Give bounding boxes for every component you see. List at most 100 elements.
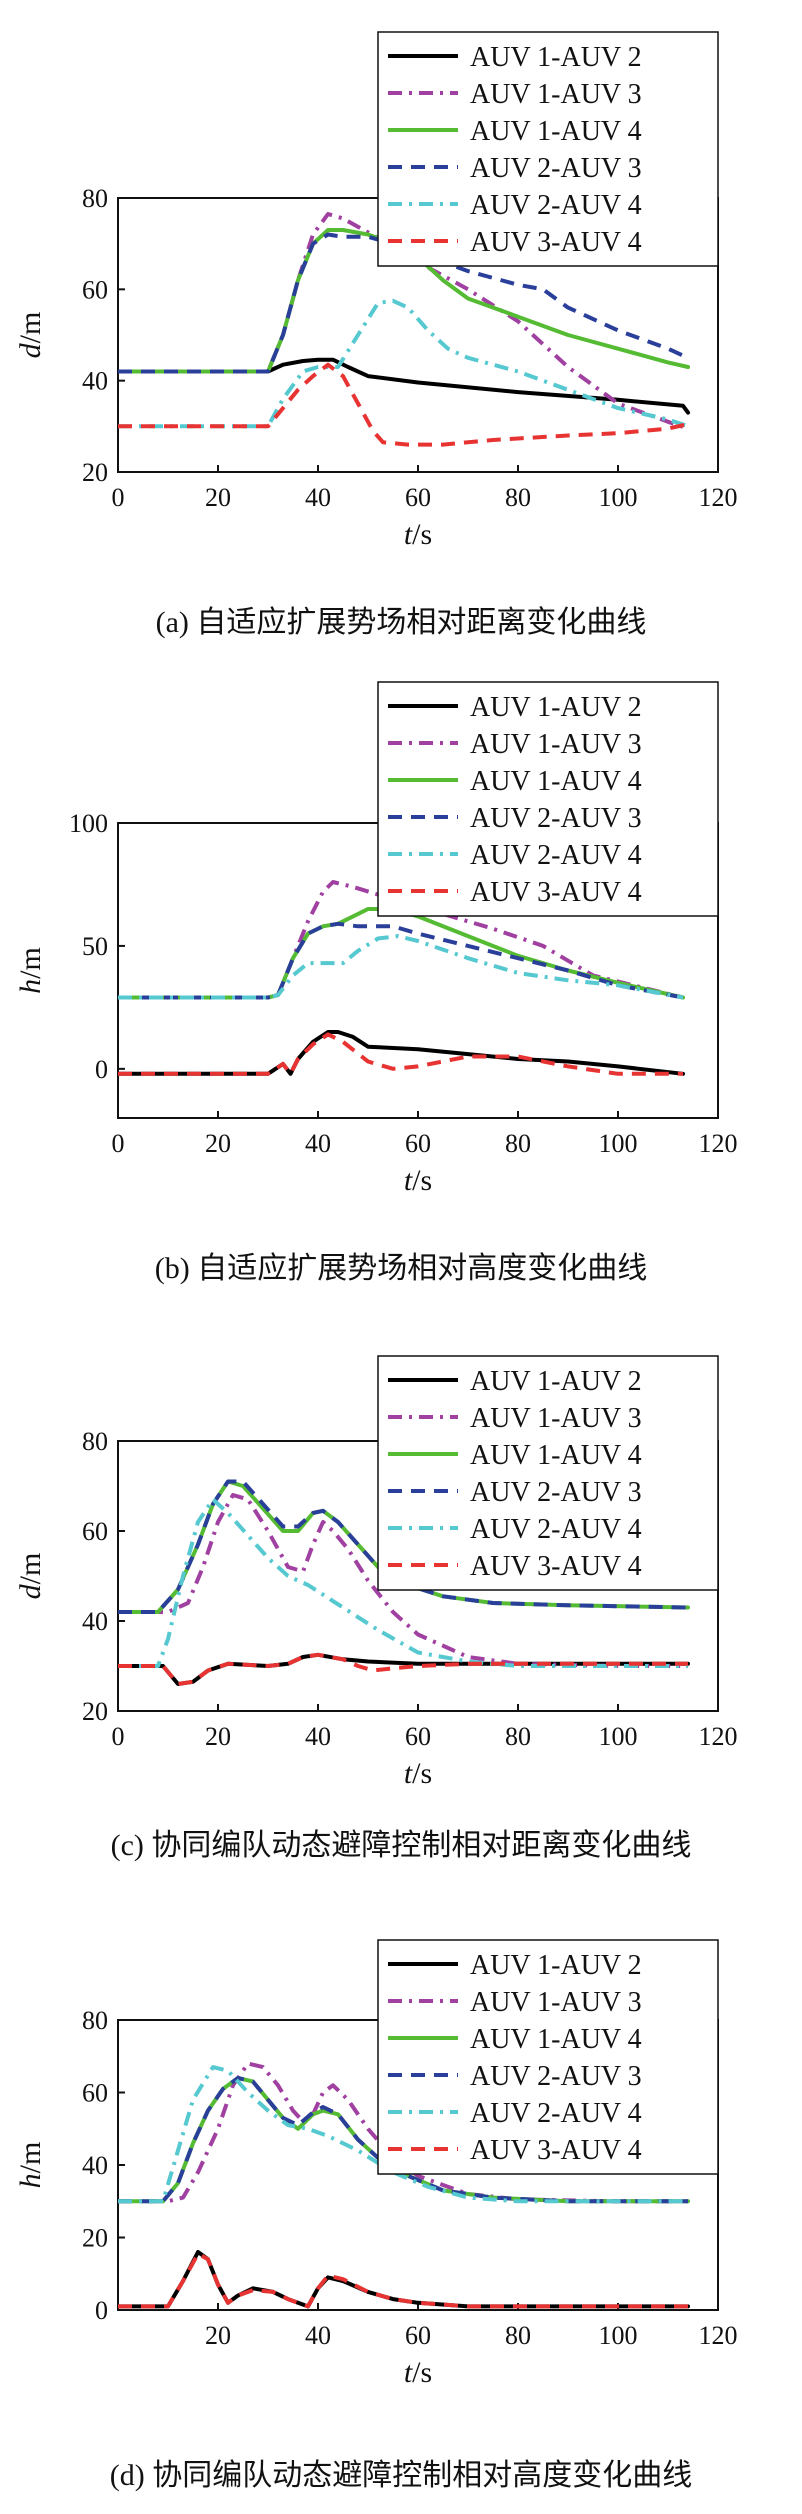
x-tick-label: 20 bbox=[205, 2321, 231, 2350]
series-line-1 bbox=[118, 1652, 690, 1686]
x-tick-label: 0 bbox=[112, 1722, 125, 1751]
legend-label: AUV 2-AUV 4 bbox=[470, 190, 642, 221]
x-tick-label: 20 bbox=[205, 483, 231, 512]
series-line-2 bbox=[118, 2061, 688, 2204]
y-tick-label: 40 bbox=[82, 2151, 108, 2180]
x-tick-label: 40 bbox=[305, 483, 331, 512]
legend: AUV 1-AUV 2 AUV 1-AUV 3 AUV 1-AUV 4 AUV 2-A… bbox=[377, 31, 719, 267]
legend-label: AUV 2-AUV 4 bbox=[470, 1514, 642, 1545]
series-line-4 bbox=[118, 921, 684, 1000]
series-line-6 bbox=[118, 362, 689, 447]
y-tick-label: 100 bbox=[69, 809, 108, 838]
x-tick-label: 100 bbox=[599, 483, 638, 512]
series-line-5 bbox=[118, 298, 689, 429]
legend-label: AUV 1-AUV 3 bbox=[470, 729, 642, 760]
x-axis-label: t/s bbox=[404, 1757, 432, 1790]
x-tick-label: 120 bbox=[699, 2321, 738, 2350]
legend-label: AUV 2-AUV 3 bbox=[470, 1477, 642, 1508]
y-axis-label: d/m bbox=[14, 1553, 47, 1600]
x-tick-label: 80 bbox=[505, 1722, 531, 1751]
y-tick-label: 20 bbox=[82, 458, 108, 487]
x-axis-label: t/s bbox=[404, 518, 432, 551]
x-tick-label: 20 bbox=[205, 1129, 231, 1158]
x-tick-label: 0 bbox=[112, 1129, 125, 1158]
y-tick-label: 80 bbox=[82, 2006, 108, 2035]
legend-label: AUV 3-AUV 4 bbox=[470, 1551, 642, 1582]
legend-label: AUV 1-AUV 2 bbox=[470, 692, 642, 723]
chart-panel-3: 20 40 60 80 100 120 0 20 40 60 80 t/s h/m AUV 1-AUV 2… bbox=[14, 1939, 738, 2492]
x-tick-label: 20 bbox=[205, 1722, 231, 1751]
legend-label: AUV 1-AUV 2 bbox=[470, 1366, 642, 1397]
series-line-6 bbox=[118, 1652, 688, 1686]
x-tick-label: 120 bbox=[699, 1129, 738, 1158]
series-line-5 bbox=[118, 934, 684, 1000]
y-tick-label: 60 bbox=[82, 2079, 108, 2108]
y-axis-label: d/m bbox=[14, 312, 47, 359]
y-tick-label: 80 bbox=[82, 184, 108, 213]
y-tick-label: 60 bbox=[82, 1517, 108, 1546]
x-axis-label: t/s bbox=[404, 2356, 432, 2389]
figure-caption: (a) 自适应扩展势场相对距离变化曲线 bbox=[156, 606, 647, 639]
y-tick-label: 60 bbox=[82, 275, 108, 304]
x-tick-label: 100 bbox=[599, 2321, 638, 2350]
series-line-6 bbox=[118, 1032, 683, 1076]
series-line-6 bbox=[118, 2251, 688, 2309]
legend-label: AUV 1-AUV 3 bbox=[470, 1403, 642, 1434]
x-tick-label: 40 bbox=[305, 2321, 331, 2350]
y-axis-label: h/m bbox=[14, 2142, 47, 2189]
legend-label: AUV 2-AUV 3 bbox=[470, 2061, 642, 2092]
x-tick-label: 80 bbox=[505, 483, 531, 512]
series-group bbox=[118, 1479, 690, 1686]
legend-label: AUV 1-AUV 4 bbox=[470, 1440, 642, 1471]
legend-label: AUV 2-AUV 4 bbox=[470, 2098, 642, 2129]
legend-frame bbox=[377, 31, 719, 267]
figure-caption: (b) 自适应扩展势场相对高度变化曲线 bbox=[155, 1252, 647, 1285]
y-tick-label: 20 bbox=[82, 1697, 108, 1726]
legend-label: AUV 1-AUV 2 bbox=[470, 1950, 642, 1981]
x-tick-label: 40 bbox=[305, 1722, 331, 1751]
y-axis-label: h/m bbox=[14, 947, 47, 994]
series-line-4 bbox=[118, 232, 690, 374]
legend-label: AUV 2-AUV 3 bbox=[470, 803, 642, 834]
legend-label: AUV 2-AUV 4 bbox=[470, 840, 642, 871]
x-tick-label: 0 bbox=[112, 483, 125, 512]
x-tick-label: 60 bbox=[405, 1722, 431, 1751]
series-line-5 bbox=[118, 2065, 688, 2204]
legend-label: AUV 1-AUV 4 bbox=[470, 116, 642, 147]
legend-label: AUV 3-AUV 4 bbox=[470, 2135, 642, 2166]
legend-label: AUV 3-AUV 4 bbox=[470, 227, 642, 258]
legend-label: AUV 2-AUV 3 bbox=[470, 153, 642, 184]
x-tick-label: 100 bbox=[599, 1722, 638, 1751]
legend-label: AUV 1-AUV 3 bbox=[470, 79, 642, 110]
series-line-1 bbox=[118, 1030, 685, 1076]
y-tick-label: 50 bbox=[82, 932, 108, 961]
series-group bbox=[118, 2061, 690, 2309]
x-tick-label: 80 bbox=[505, 2321, 531, 2350]
series-line-2 bbox=[118, 1493, 688, 1668]
figure-caption: (d) 协同编队动态避障控制相对高度变化曲线 bbox=[110, 2459, 692, 2492]
legend: AUV 1-AUV 2 AUV 1-AUV 3 AUV 1-AUV 4 AUV 2-A… bbox=[377, 681, 719, 917]
series-line-1 bbox=[118, 2250, 690, 2309]
series-group bbox=[118, 212, 690, 447]
x-tick-label: 120 bbox=[699, 483, 738, 512]
x-tick-label: 40 bbox=[305, 1129, 331, 1158]
legend-label: AUV 1-AUV 2 bbox=[470, 42, 642, 73]
y-tick-label: 80 bbox=[82, 1427, 108, 1456]
legend-frame bbox=[377, 1939, 719, 2175]
y-tick-label: 20 bbox=[82, 2224, 108, 2253]
figure-caption: (c) 协同编队动态避障控制相对距离变化曲线 bbox=[111, 1829, 692, 1862]
y-tick-label: 40 bbox=[82, 1607, 108, 1636]
legend-label: AUV 1-AUV 4 bbox=[470, 2024, 642, 2055]
legend-label: AUV 1-AUV 4 bbox=[470, 766, 642, 797]
series-line-4 bbox=[118, 2076, 688, 2204]
x-tick-label: 100 bbox=[599, 1129, 638, 1158]
series-line-1 bbox=[118, 357, 690, 415]
y-tick-label: 0 bbox=[95, 1055, 108, 1084]
x-tick-label: 60 bbox=[405, 483, 431, 512]
legend-frame bbox=[377, 681, 719, 917]
x-tick-label: 80 bbox=[505, 1129, 531, 1158]
series-group bbox=[118, 880, 685, 1076]
